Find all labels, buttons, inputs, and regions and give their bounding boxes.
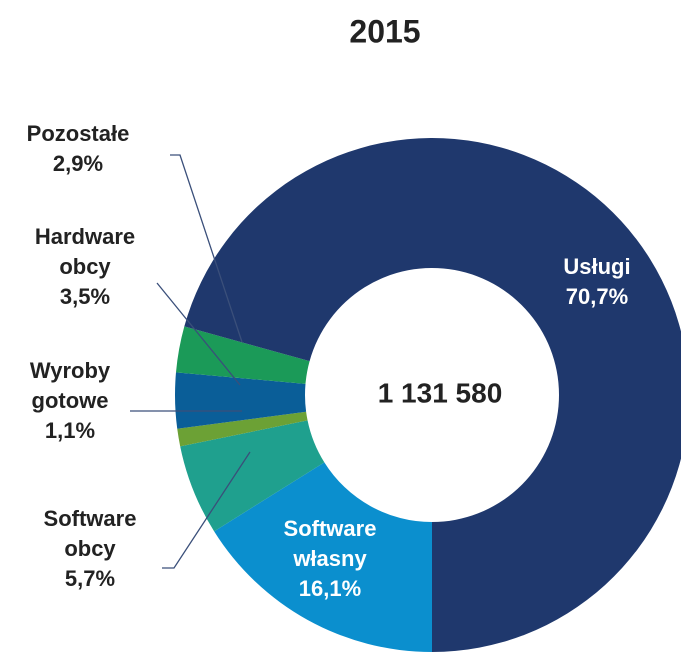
donut — [175, 138, 681, 652]
label-line: gotowe — [32, 388, 109, 413]
label-line: obcy — [64, 536, 116, 561]
label-line: Hardware — [35, 224, 135, 249]
slice-label: Software własny — [284, 516, 377, 571]
leader-line — [170, 154, 243, 343]
label-line: obcy — [59, 254, 111, 279]
slice-label: Hardware obcy — [35, 224, 135, 279]
slice-label: Software obcy — [44, 506, 137, 561]
slice — [175, 372, 307, 429]
leader-line — [156, 282, 241, 386]
label-line: Usługi — [563, 254, 630, 279]
leader-line — [162, 451, 251, 569]
slice — [214, 462, 432, 652]
value-label: 70,7% — [566, 284, 628, 309]
value-label: 2,9% — [53, 151, 103, 176]
label-line: Pozostałe — [27, 121, 130, 146]
slice — [175, 326, 310, 384]
label-line: Wyroby — [30, 358, 111, 383]
value-label: 3,5% — [60, 284, 110, 309]
value-label: 16,1% — [299, 576, 361, 601]
center-label: 1 131 580 — [378, 377, 503, 408]
slice-label: Wyroby gotowe — [30, 358, 111, 413]
label-line: własny — [292, 546, 367, 571]
label-line: Software — [284, 516, 377, 541]
slice — [184, 138, 681, 652]
leader-lines — [130, 154, 251, 569]
chart-title: 2015 — [349, 13, 420, 49]
slice-label: Pozostałe — [27, 121, 130, 146]
label-line: Software — [44, 506, 137, 531]
slice — [177, 411, 308, 447]
slice-label: Usługi — [563, 254, 630, 279]
value-label: 1,1% — [45, 418, 95, 443]
value-label: 5,7% — [65, 566, 115, 591]
